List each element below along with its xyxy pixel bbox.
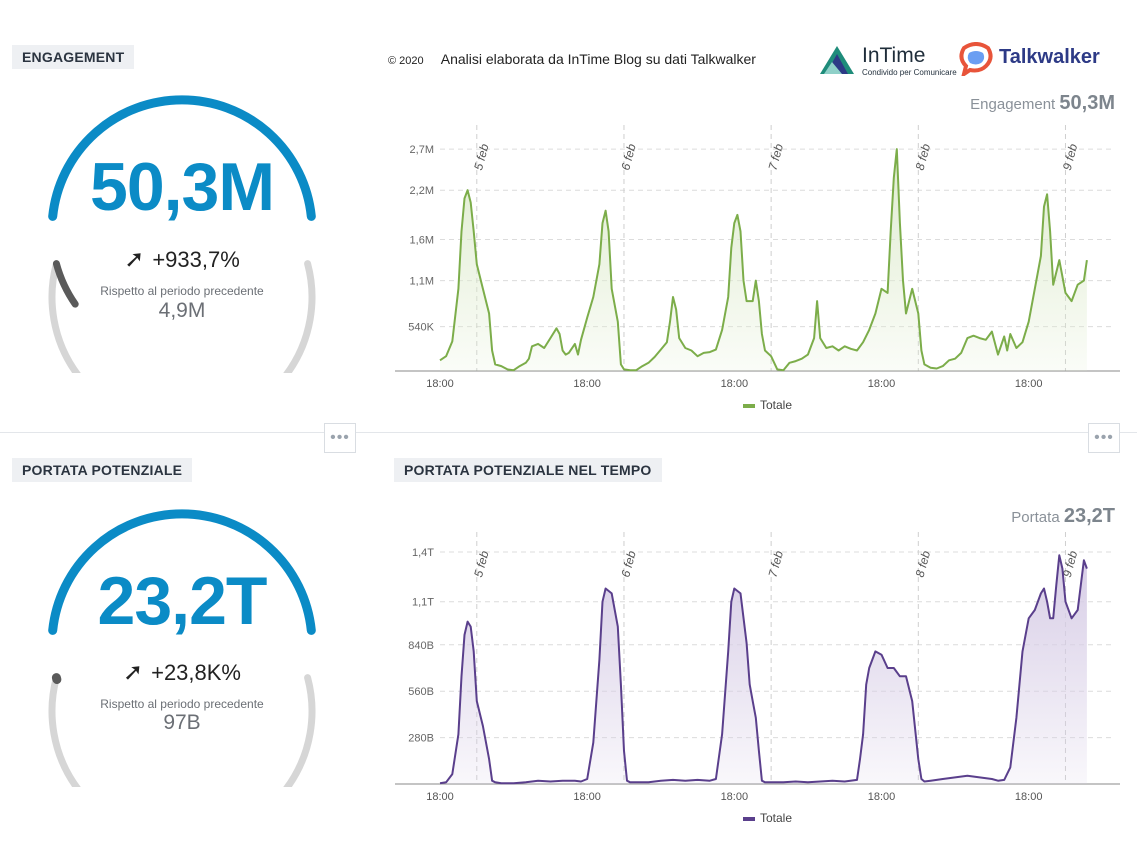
- engagement-delta-value: +933,7%: [152, 247, 240, 272]
- day-label: 7 feb: [766, 142, 787, 172]
- more-options-button[interactable]: •••: [1088, 423, 1120, 453]
- section-divider: [0, 432, 1137, 433]
- engagement-gauge-main-arc: [48, 95, 316, 221]
- reach-gauge-track: [48, 674, 316, 787]
- more-dots-icon: •••: [330, 429, 350, 446]
- y-tick-label: 540K: [408, 322, 434, 334]
- intime-logo-name: InTime: [862, 44, 926, 67]
- y-tick-label: 2,7M: [410, 144, 434, 156]
- y-tick-label: 280B: [408, 733, 434, 745]
- y-tick-label: 1,4T: [412, 547, 434, 559]
- engagement-delta: ➚ +933,7%: [47, 245, 317, 274]
- engagement-gauge: [48, 95, 316, 373]
- legend-label: Totale: [760, 811, 792, 825]
- reach-delta: ➚ +23,8K%: [47, 658, 317, 687]
- reach-previous-value: 97B: [163, 711, 201, 734]
- series-line-totale: [439, 554, 1088, 785]
- x-tick-label: 18:00: [868, 791, 896, 803]
- talkwalker-logo-name: Talkwalker: [999, 46, 1100, 68]
- reach-gauge-previous-arc: [51, 673, 62, 684]
- credit-text: Analisi elaborata da InTime Blog su dati…: [440, 51, 756, 67]
- x-tick-label: 18:00: [1015, 378, 1043, 390]
- x-tick-label: 18:00: [573, 791, 601, 803]
- engagement-compare-label: Rispetto al periodo precedente: [100, 284, 264, 298]
- series-line-totale: [439, 148, 1088, 372]
- y-tick-label: 1,6M: [410, 235, 434, 247]
- reach-section-label: PORTATA POTENZIALE: [12, 458, 193, 482]
- day-label: 5 feb: [471, 549, 492, 579]
- legend-label: Totale: [760, 398, 792, 412]
- reach-compare-label: Rispetto al periodo precedente: [100, 697, 264, 711]
- reach-chart-section-label: PORTATA POTENZIALE NEL TEMPO: [394, 458, 662, 482]
- day-label: 8 feb: [913, 549, 934, 579]
- engagement-section-label: ENGAGEMENT: [12, 45, 135, 69]
- x-tick-label: 18:00: [1015, 791, 1043, 803]
- day-label: 9 feb: [1060, 549, 1081, 579]
- series-area: [440, 149, 1087, 371]
- engagement-total: Engagement 50,3M: [970, 92, 1115, 115]
- reach-value: 23,2T: [97, 563, 268, 639]
- more-dots-icon: •••: [1094, 429, 1114, 446]
- legend-swatch: [743, 817, 755, 821]
- x-tick-label: 18:00: [721, 791, 749, 803]
- copyright: © 2020: [388, 55, 424, 67]
- reach-total-prefix: Portata: [1011, 509, 1060, 526]
- day-label: 6 feb: [618, 142, 639, 172]
- engagement-gauge-track: [48, 260, 316, 373]
- engagement-total-value: 50,3M: [1059, 92, 1115, 114]
- reach-chart: 280B 560B 840B 1,1T 1,4T 5 feb 6 feb 7 feb 8 feb…: [395, 532, 1120, 825]
- y-tick-label: 1,1M: [410, 276, 434, 288]
- reach-gauge-main-arc: [48, 509, 316, 635]
- x-tick-label: 18:00: [573, 378, 601, 390]
- engagement-value: 50,3M: [90, 149, 275, 225]
- x-tick-label: 18:00: [868, 378, 896, 390]
- y-tick-label: 560B: [408, 686, 434, 698]
- engagement-chart: 540K 1,1M 1,6M 2,2M 2,7M 5 feb 6 feb 7 feb 8 feb…: [395, 125, 1120, 412]
- reach-total: Portata 23,2T: [1011, 505, 1115, 528]
- day-label: 5 feb: [471, 142, 492, 172]
- intime-logo-tagline: Condivido per Comunicare: [862, 68, 957, 77]
- day-label: 6 feb: [618, 549, 639, 579]
- engagement-total-prefix: Engagement: [970, 96, 1056, 113]
- y-tick-label: 840B: [408, 640, 434, 652]
- day-label: 9 feb: [1060, 142, 1081, 172]
- trend-up-arrow-icon: ➚: [124, 246, 145, 273]
- credit-line: © 2020 Analisi elaborata da InTime Blog …: [388, 51, 756, 67]
- more-options-button[interactable]: •••: [324, 423, 356, 453]
- engagement-previous-value: 4,9M: [158, 299, 206, 322]
- day-label: 7 feb: [766, 549, 787, 579]
- trend-up-arrow-icon: ➚: [122, 659, 144, 686]
- x-tick-label: 18:00: [426, 378, 454, 390]
- reach-gauge: [48, 509, 316, 787]
- x-tick-label: 18:00: [721, 378, 749, 390]
- y-tick-label: 1,1T: [412, 597, 434, 609]
- legend-swatch: [743, 404, 755, 408]
- reach-delta-value: +23,8K%: [151, 660, 241, 685]
- intime-logo-icon: [820, 46, 854, 74]
- engagement-gauge-previous-arc: [52, 260, 79, 308]
- reach-total-value: 23,2T: [1063, 505, 1115, 527]
- talkwalker-logo-icon: [959, 42, 993, 76]
- day-label: 8 feb: [913, 142, 934, 172]
- y-tick-label: 2,2M: [410, 185, 434, 197]
- series-area: [440, 555, 1087, 784]
- x-tick-label: 18:00: [426, 791, 454, 803]
